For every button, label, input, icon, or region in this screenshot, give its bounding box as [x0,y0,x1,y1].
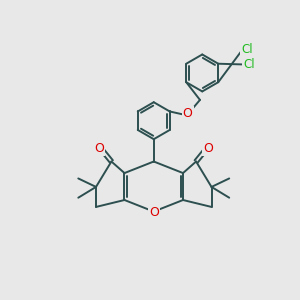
Text: O: O [203,142,213,155]
Text: O: O [94,142,104,155]
Text: O: O [183,107,193,120]
Text: O: O [149,206,159,219]
Text: Cl: Cl [243,58,255,71]
Text: Cl: Cl [241,44,253,56]
